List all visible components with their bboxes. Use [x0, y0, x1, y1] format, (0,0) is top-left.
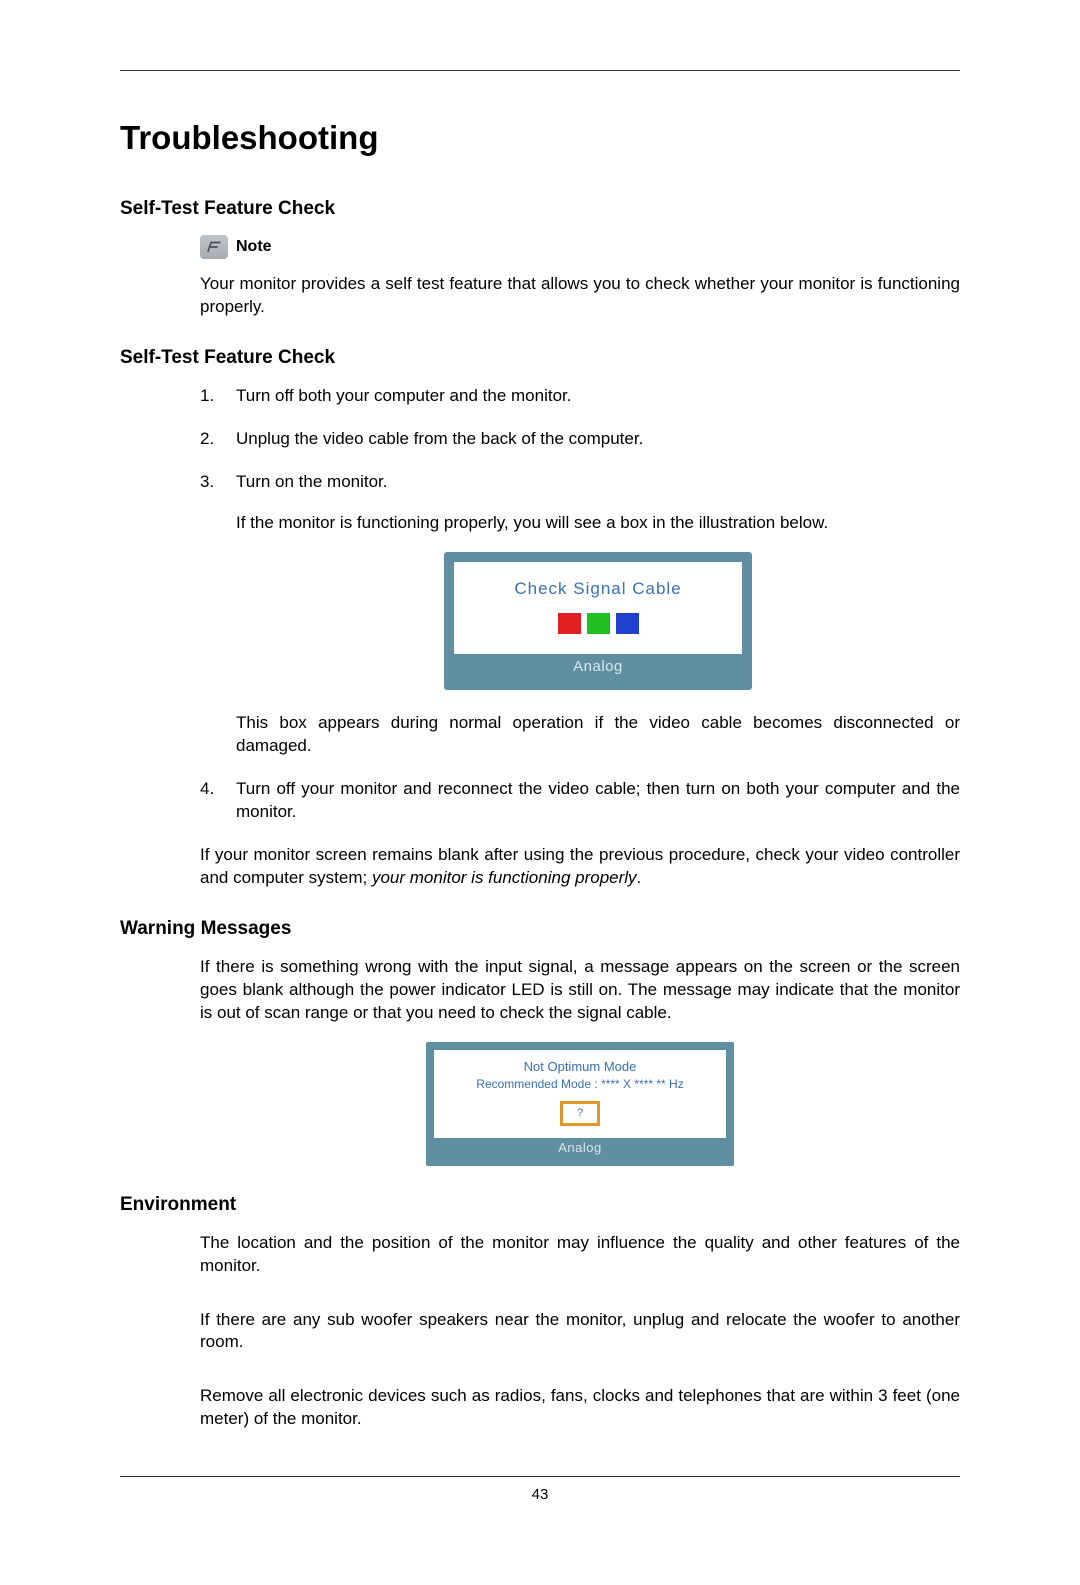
diagram1-square-red [558, 613, 581, 634]
selftest-footer-italic: your monitor is functioning properly [372, 868, 637, 887]
env-p1: The location and the position of the mon… [200, 1232, 960, 1278]
diagram2-footer: Analog [434, 1138, 726, 1158]
step-3-text: Turn on the monitor. [236, 472, 388, 491]
top-divider [120, 70, 960, 71]
note-icon [200, 235, 228, 259]
warning-body: If there is something wrong with the inp… [200, 956, 960, 1025]
step-3-after: If the monitor is functioning properly, … [236, 512, 960, 535]
step-4: Turn off your monitor and reconnect the … [200, 778, 960, 824]
diagram1-footer: Analog [454, 654, 742, 680]
step-3-note: This box appears during normal operation… [236, 712, 960, 758]
diagram1-square-green [587, 613, 610, 634]
section-heading-selftest-1: Self-Test Feature Check [120, 196, 960, 222]
step-1: Turn off both your computer and the moni… [200, 385, 960, 408]
diagram2-line1: Not Optimum Mode [440, 1058, 720, 1076]
step-2: Unplug the video cable from the back of … [200, 428, 960, 451]
diagram-not-optimum-mode: Not Optimum Mode Recommended Mode : ****… [426, 1042, 734, 1166]
step-3: Turn on the monitor. If the monitor is f… [200, 471, 960, 759]
page-title: Troubleshooting [120, 116, 960, 161]
section-heading-environment: Environment [120, 1192, 960, 1218]
diagram1-title: Check Signal Cable [454, 578, 742, 601]
steps-list: Turn off both your computer and the moni… [200, 385, 960, 824]
bottom-divider [120, 1476, 960, 1477]
page-number: 43 [120, 1485, 960, 1505]
diagram2-line2: Recommended Mode : **** X **** ** Hz [440, 1076, 720, 1092]
diagram1-squares [454, 613, 742, 634]
env-p3: Remove all electronic devices such as ra… [200, 1385, 960, 1431]
selftest-footer: If your monitor screen remains blank aft… [200, 844, 960, 890]
section-heading-warning: Warning Messages [120, 916, 960, 942]
selftest-footer-end: . [637, 868, 642, 887]
env-p2: If there are any sub woofer speakers nea… [200, 1309, 960, 1355]
section-heading-selftest-2: Self-Test Feature Check [120, 345, 960, 371]
note-row: Note [200, 235, 960, 259]
diagram1-square-blue [616, 613, 639, 634]
diagram-check-signal-cable: Check Signal Cable Analog [444, 552, 752, 690]
diagram2-button: ? [560, 1101, 600, 1126]
note-label: Note [236, 236, 272, 258]
note-body: Your monitor provides a self test featur… [200, 273, 960, 319]
